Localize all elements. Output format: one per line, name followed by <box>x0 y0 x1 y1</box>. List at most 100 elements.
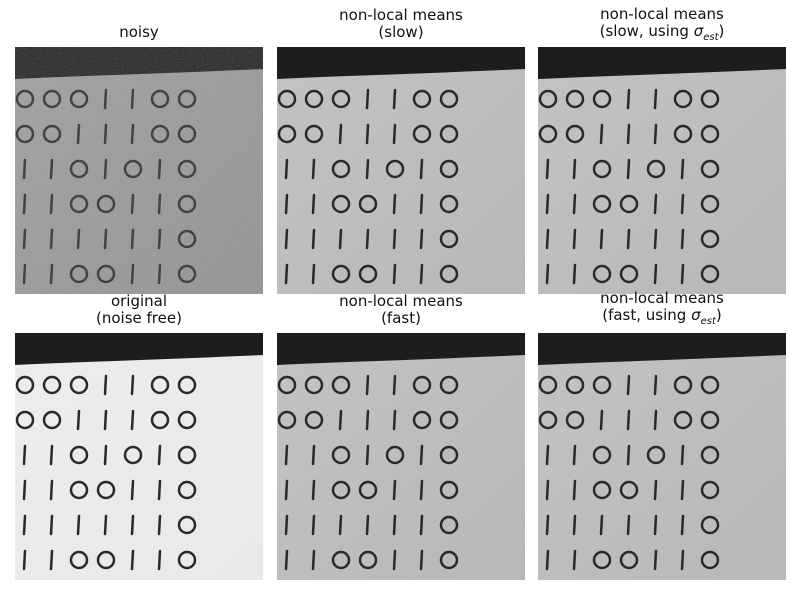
digit-stroke <box>545 263 550 285</box>
dark-band <box>15 333 263 365</box>
digit-stroke <box>412 375 432 395</box>
digit-stroke <box>680 158 685 180</box>
digit-stroke <box>419 479 424 501</box>
noisy-image <box>15 47 263 294</box>
digit-stroke <box>653 193 658 215</box>
digit-stroke <box>130 549 135 571</box>
image-nlm-fast-sigma <box>538 333 786 580</box>
digit-stroke <box>277 89 297 109</box>
digit-stroke <box>439 89 459 109</box>
digit-stroke <box>545 479 550 501</box>
digit-stroke <box>42 410 62 430</box>
digit-stroke <box>130 479 135 501</box>
digit-stroke <box>304 89 324 109</box>
digit-stroke <box>76 409 81 431</box>
digit-stroke <box>545 228 550 250</box>
digit-stroke <box>157 479 162 501</box>
digit-stroke <box>700 515 720 535</box>
digit-stroke <box>700 480 720 500</box>
digit-stroke <box>69 445 89 465</box>
digit-stroke <box>284 228 289 250</box>
digit-stroke <box>358 264 378 284</box>
digit-stroke <box>439 410 459 430</box>
digit-stroke <box>284 549 289 571</box>
digit-stroke <box>331 264 351 284</box>
digit-stroke <box>646 445 666 465</box>
digit-stroke <box>49 514 54 536</box>
digit-stroke <box>700 159 720 179</box>
digit-stroke <box>157 549 162 571</box>
digit-stroke <box>150 410 170 430</box>
digit-stroke <box>311 158 316 180</box>
image-nlm-slow-sigma <box>538 47 786 294</box>
digit-stroke <box>284 444 289 466</box>
panel-title: original (noise free) <box>0 293 283 327</box>
digit-stroke <box>365 123 370 145</box>
digit-stroke <box>365 158 370 180</box>
digit-stroke <box>22 514 27 536</box>
digit-stroke <box>392 263 397 285</box>
digit-stroke <box>392 409 397 431</box>
digit-stroke <box>653 88 658 110</box>
digit-stroke <box>177 375 197 395</box>
digit-stroke <box>439 445 459 465</box>
image-original <box>15 333 263 580</box>
denoised-image <box>277 47 525 294</box>
digit-stroke <box>572 479 577 501</box>
digit-stroke <box>545 158 550 180</box>
digit-stroke <box>150 375 170 395</box>
digit-stroke <box>284 158 289 180</box>
digit-stroke <box>103 409 108 431</box>
title-line-2: (slow) <box>378 23 424 41</box>
panel-title: non-local means (fast, using σest) <box>518 290 800 330</box>
digit-stroke <box>311 263 316 285</box>
denoised-image <box>538 47 786 294</box>
digit-stroke <box>22 479 27 501</box>
digit-stroke <box>653 228 658 250</box>
digit-stroke <box>592 445 612 465</box>
digit-stroke <box>284 514 289 536</box>
paper-background <box>277 333 525 580</box>
noise-overlay <box>15 47 263 294</box>
digit-stroke <box>545 514 550 536</box>
digit-stroke <box>304 375 324 395</box>
digit-stroke <box>419 193 424 215</box>
digit-stroke <box>646 159 666 179</box>
digit-stroke <box>304 410 324 430</box>
digit-stroke <box>700 229 720 249</box>
digit-stroke <box>538 410 558 430</box>
digit-stroke <box>592 264 612 284</box>
digit-stroke <box>392 228 397 250</box>
digit-stroke <box>653 549 658 571</box>
digit-stroke <box>545 444 550 466</box>
digit-stroke <box>572 444 577 466</box>
image-nlm-slow <box>277 47 525 294</box>
digit-stroke <box>700 445 720 465</box>
digit-stroke <box>572 193 577 215</box>
digit-stroke <box>572 158 577 180</box>
digit-stroke <box>22 444 27 466</box>
digit-stroke <box>331 480 351 500</box>
title-line-2: (noise free) <box>96 309 182 327</box>
digit-stroke <box>103 374 108 396</box>
digit-stroke <box>331 194 351 214</box>
digit-stroke <box>673 89 693 109</box>
digit-stroke <box>392 549 397 571</box>
digit-stroke <box>700 89 720 109</box>
title-line-2: (slow, using σest) <box>599 22 725 44</box>
digit-stroke <box>365 374 370 396</box>
digit-stroke <box>700 264 720 284</box>
digit-stroke <box>177 550 197 570</box>
digit-stroke <box>565 124 585 144</box>
denoised-image <box>538 333 786 580</box>
digit-stroke <box>653 123 658 145</box>
digit-stroke <box>311 228 316 250</box>
digit-stroke <box>277 375 297 395</box>
digit-stroke <box>15 410 35 430</box>
title-line-1: non-local means <box>600 289 724 307</box>
digit-stroke <box>599 123 604 145</box>
digit-stroke <box>338 514 343 536</box>
digit-stroke <box>311 444 316 466</box>
digit-stroke <box>130 409 135 431</box>
digit-stroke <box>439 159 459 179</box>
